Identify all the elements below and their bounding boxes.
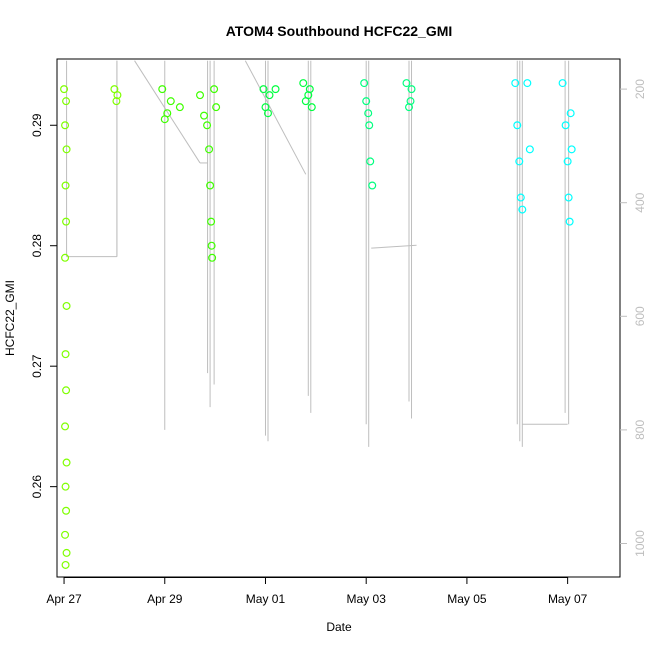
data-point [196, 91, 205, 100]
y-tick-label: 0.26 [30, 475, 44, 499]
x-tick-label: May 05 [447, 592, 487, 606]
data-point [62, 548, 71, 557]
y-tick-label: 0.28 [30, 234, 44, 258]
data-point [564, 193, 573, 202]
data-point [212, 103, 221, 112]
data-point [516, 193, 525, 202]
data-point [259, 85, 268, 94]
data-point [558, 79, 567, 88]
data-point [62, 386, 71, 395]
x-tick-label: Apr 29 [147, 592, 183, 606]
data-point [513, 121, 522, 130]
data-point [307, 103, 316, 112]
data-point [61, 181, 70, 190]
data-point [62, 217, 71, 226]
data-point [565, 217, 574, 226]
right-axis-tick-label: 400 [633, 192, 647, 212]
data-point [271, 85, 280, 94]
data-point [61, 253, 70, 262]
data-point [205, 145, 214, 154]
data-point [163, 109, 172, 118]
x-tick-label: May 01 [246, 592, 286, 606]
right-axis-tick-label: 600 [633, 306, 647, 326]
data-point [61, 422, 70, 431]
data-point [406, 97, 415, 106]
x-tick-label: May 03 [347, 592, 387, 606]
data-point [360, 79, 369, 88]
data-point [523, 79, 532, 88]
data-point [518, 205, 527, 214]
data-point [407, 85, 416, 94]
chart-title: ATOM4 Southbound HCFC22_GMI [226, 23, 453, 39]
data-point [62, 506, 71, 515]
data-point [61, 530, 70, 539]
right-axis: 200 400 600 800 1000 [620, 79, 647, 557]
data-point [210, 85, 219, 94]
data-point [200, 111, 209, 120]
data-point [61, 560, 70, 569]
y-axis-label: HCFC22_GMI [3, 280, 17, 356]
data-point [206, 181, 215, 190]
data-point [61, 350, 70, 359]
data-point [362, 97, 371, 106]
data-point [563, 157, 572, 166]
data-point [365, 121, 374, 130]
x-tick-label: Apr 27 [46, 592, 82, 606]
y-axis: 0.26 0.27 0.28 0.29 [30, 113, 57, 498]
x-tick-label: May 07 [548, 592, 588, 606]
data-point [265, 91, 274, 100]
data-point [208, 253, 217, 262]
data-point [567, 145, 576, 154]
data-point [110, 85, 119, 94]
x-axis-label: Date [326, 620, 352, 634]
data-point [207, 217, 216, 226]
data-point [515, 157, 524, 166]
data-point [112, 97, 121, 106]
data-point [299, 79, 308, 88]
data-point [61, 121, 70, 130]
y-tick-label: 0.27 [30, 354, 44, 378]
y-tick-label: 0.29 [30, 113, 44, 137]
data-points [60, 79, 576, 569]
data-point [402, 79, 411, 88]
data-point [364, 109, 373, 118]
data-point [61, 482, 70, 491]
data-point [166, 97, 175, 106]
pressure-connector [371, 244, 417, 249]
data-point [60, 85, 69, 94]
data-point [62, 458, 71, 467]
data-point [175, 103, 184, 112]
data-point [263, 109, 272, 118]
data-point [113, 91, 122, 100]
right-axis-tick-label: 200 [633, 79, 647, 99]
data-point [561, 121, 570, 130]
pressure-connector [244, 60, 307, 175]
right-axis-tick-label: 1000 [633, 530, 647, 557]
data-point [158, 85, 167, 94]
data-point [62, 301, 71, 310]
data-point [525, 145, 534, 154]
data-point [566, 109, 575, 118]
data-point [305, 85, 314, 94]
data-point [368, 181, 377, 190]
data-point [511, 79, 520, 88]
data-point [62, 97, 71, 106]
right-axis-tick-label: 800 [633, 420, 647, 440]
data-point [366, 157, 375, 166]
data-point [207, 241, 216, 250]
data-point [62, 145, 71, 154]
data-point [203, 121, 212, 130]
pressure-lines [66, 60, 570, 447]
x-axis: Apr 27 Apr 29 May 01 May 03 May 05 May 07 [46, 577, 588, 606]
pressure-connector [134, 60, 201, 164]
